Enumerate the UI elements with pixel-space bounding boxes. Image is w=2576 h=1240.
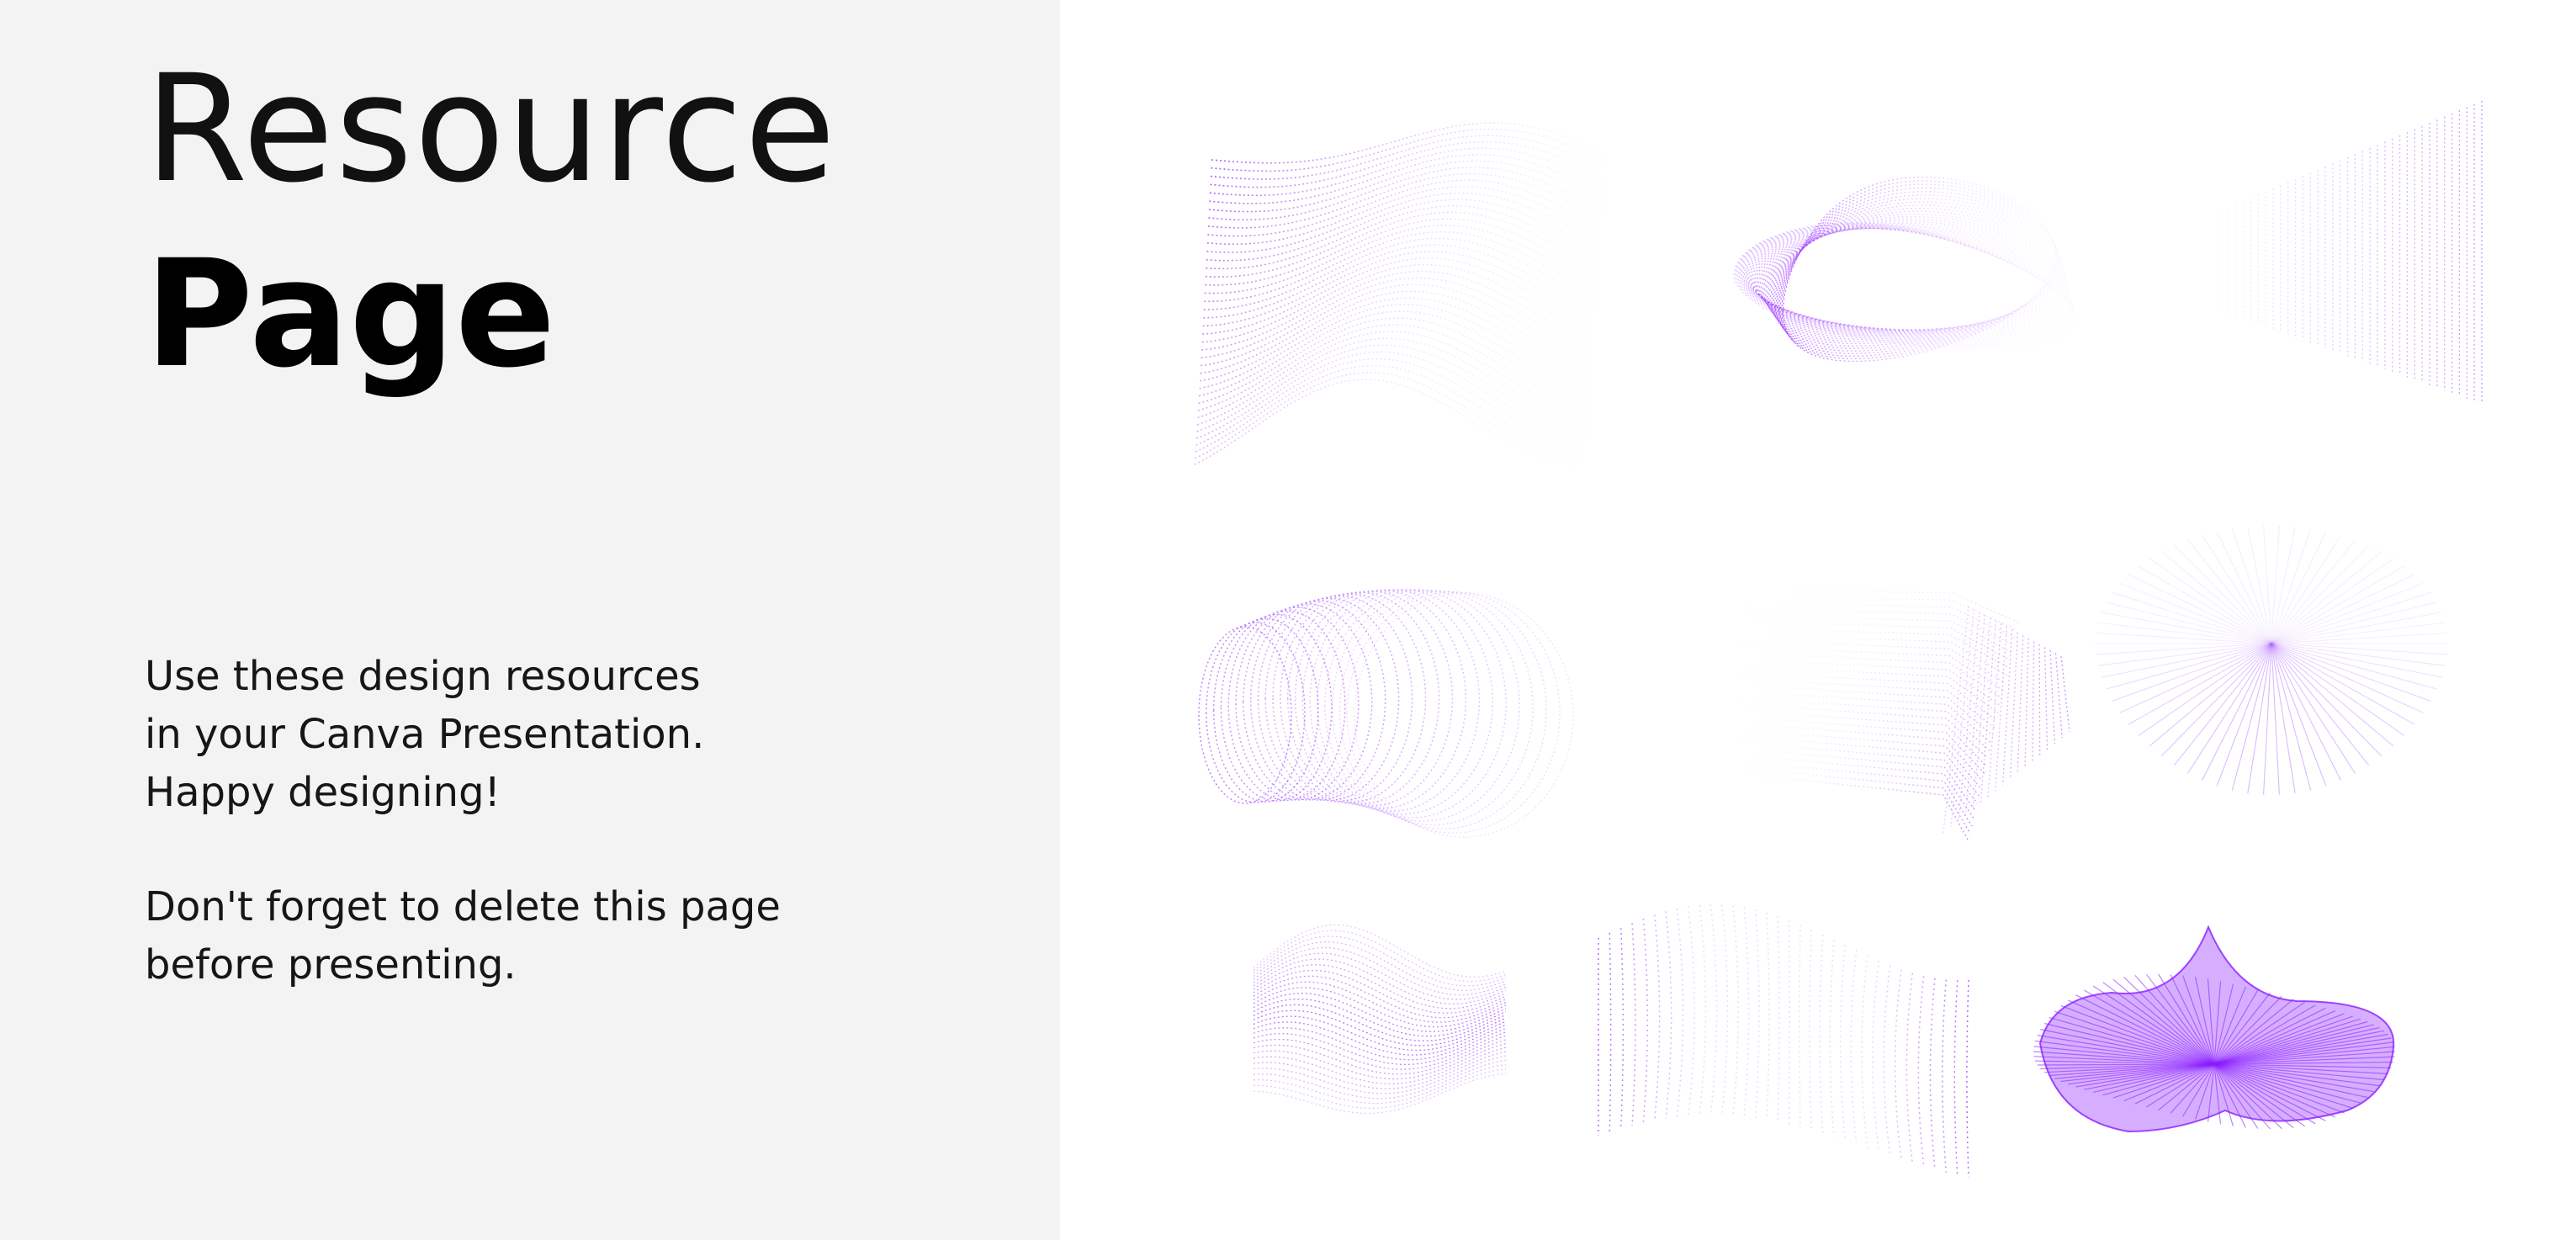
- small-wave-graphic: [1253, 924, 1507, 1115]
- page-title-line2: Page: [145, 228, 556, 400]
- dotted-cloth-graphic: [1598, 904, 1969, 1178]
- folded-sheet-graphic: [1724, 588, 2070, 842]
- radial-disc-graphic: [2095, 526, 2448, 795]
- resource-graphics: [1194, 101, 2483, 1178]
- left-panel: Resource Page Use these design resources…: [0, 0, 1060, 1240]
- resource-gallery: [1060, 0, 2576, 1240]
- ring-tunnel-graphic: [1198, 589, 1574, 838]
- twisted-loop-graphic: [1733, 176, 2078, 363]
- radial-mound-graphic: [2033, 925, 2396, 1133]
- page-title-line1: Resource: [145, 43, 838, 215]
- reminder-text: Don't forget to delete this page before …: [145, 883, 781, 988]
- instructions-text: Use these design resources in your Canva…: [145, 653, 705, 816]
- fading-plane-graphic: [2220, 101, 2483, 404]
- wave-blob-graphic: [1194, 122, 1608, 469]
